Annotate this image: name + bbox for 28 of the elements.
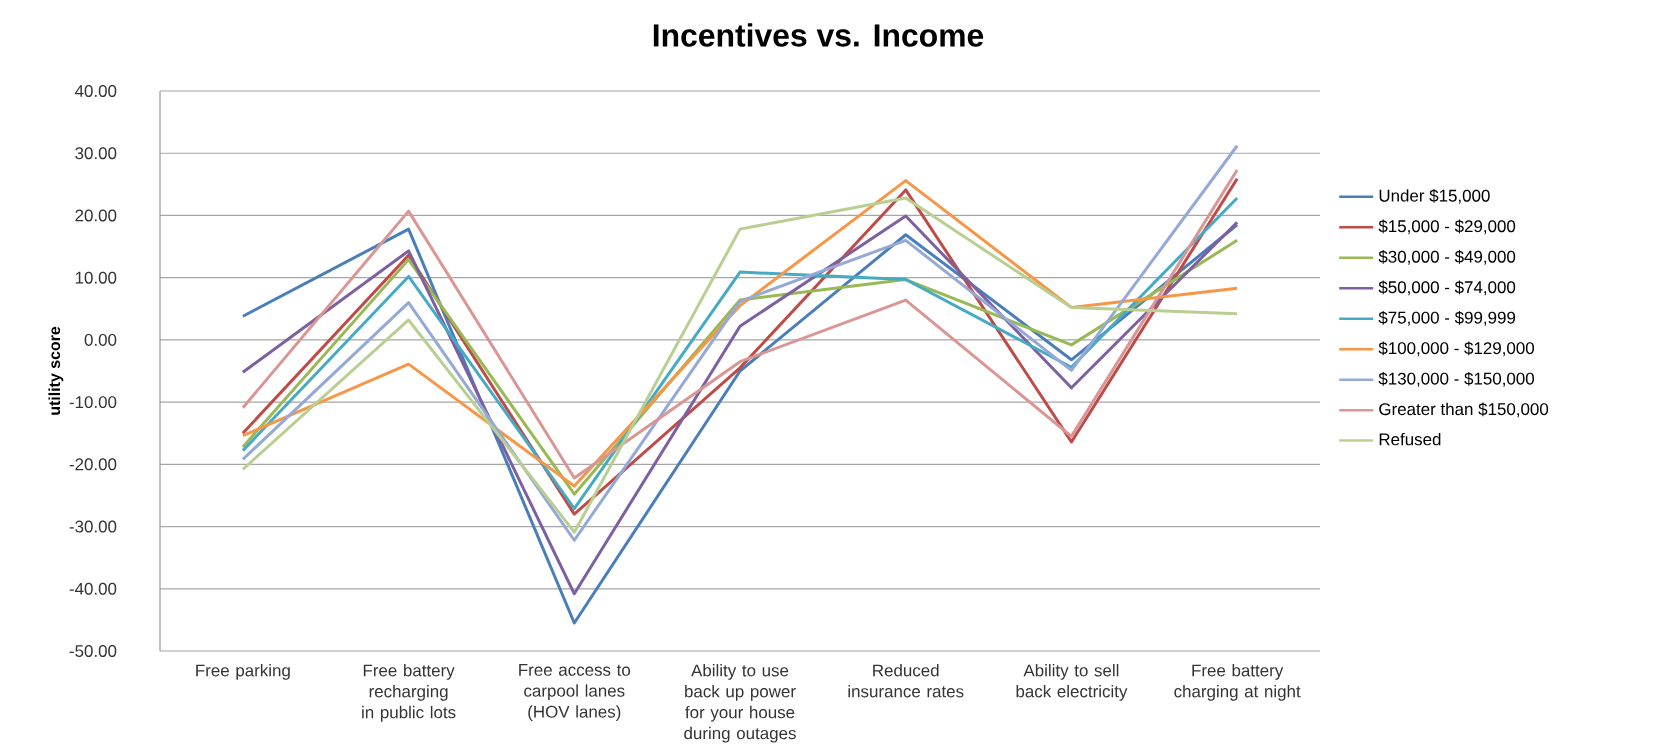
y-tick-label: -10.00 — [69, 396, 117, 409]
y-tick-label: -20.00 — [69, 458, 117, 471]
x-tick-label: Ability to sell back electricity — [1016, 664, 1128, 701]
y-axis-title: utility score — [48, 326, 64, 415]
y-tick-label: 20.00 — [75, 209, 117, 222]
x-tick-label: Reduced insurance rates — [848, 664, 964, 698]
chart-title: Incentives vs. Income — [653, 23, 984, 47]
x-tick-label: Ability to use back up power for your house during outages — [684, 664, 796, 743]
legend-label: $130,000 - $150,000 — [1378, 371, 1534, 387]
y-tick-label: 40.00 — [74, 85, 117, 97]
y-tick-label: -30.00 — [69, 520, 117, 533]
legend-label: Under $15,000 — [1379, 188, 1490, 204]
y-tick-label: -50.00 — [69, 645, 117, 657]
legend-label: Greater than $150,000 — [1379, 402, 1549, 418]
legend-label: $30,000 - $49,000 — [1378, 249, 1516, 265]
legend-label: Refused — [1379, 432, 1441, 446]
legend-label: $15,000 - $29,000 — [1378, 219, 1516, 235]
x-tick-label: Free parking — [196, 664, 290, 680]
x-tick-label: Free battery recharging in public lots — [362, 664, 456, 722]
y-tick-label: 0.00 — [84, 333, 117, 346]
legend-label: $50,000 - $74,000 — [1378, 280, 1516, 296]
y-tick-label: -40.00 — [69, 582, 117, 595]
legend-label: $75,000 - $99,999 — [1378, 310, 1516, 326]
legend-label: $100,000 - $129,000 — [1378, 341, 1534, 357]
y-tick-label: 30.00 — [75, 147, 117, 160]
x-tick-label: Free battery charging at night — [1174, 664, 1301, 701]
y-tick-label: 10.00 — [75, 271, 117, 284]
x-tick-label: Free access to carpool lanes (HOV lanes) — [519, 664, 631, 722]
